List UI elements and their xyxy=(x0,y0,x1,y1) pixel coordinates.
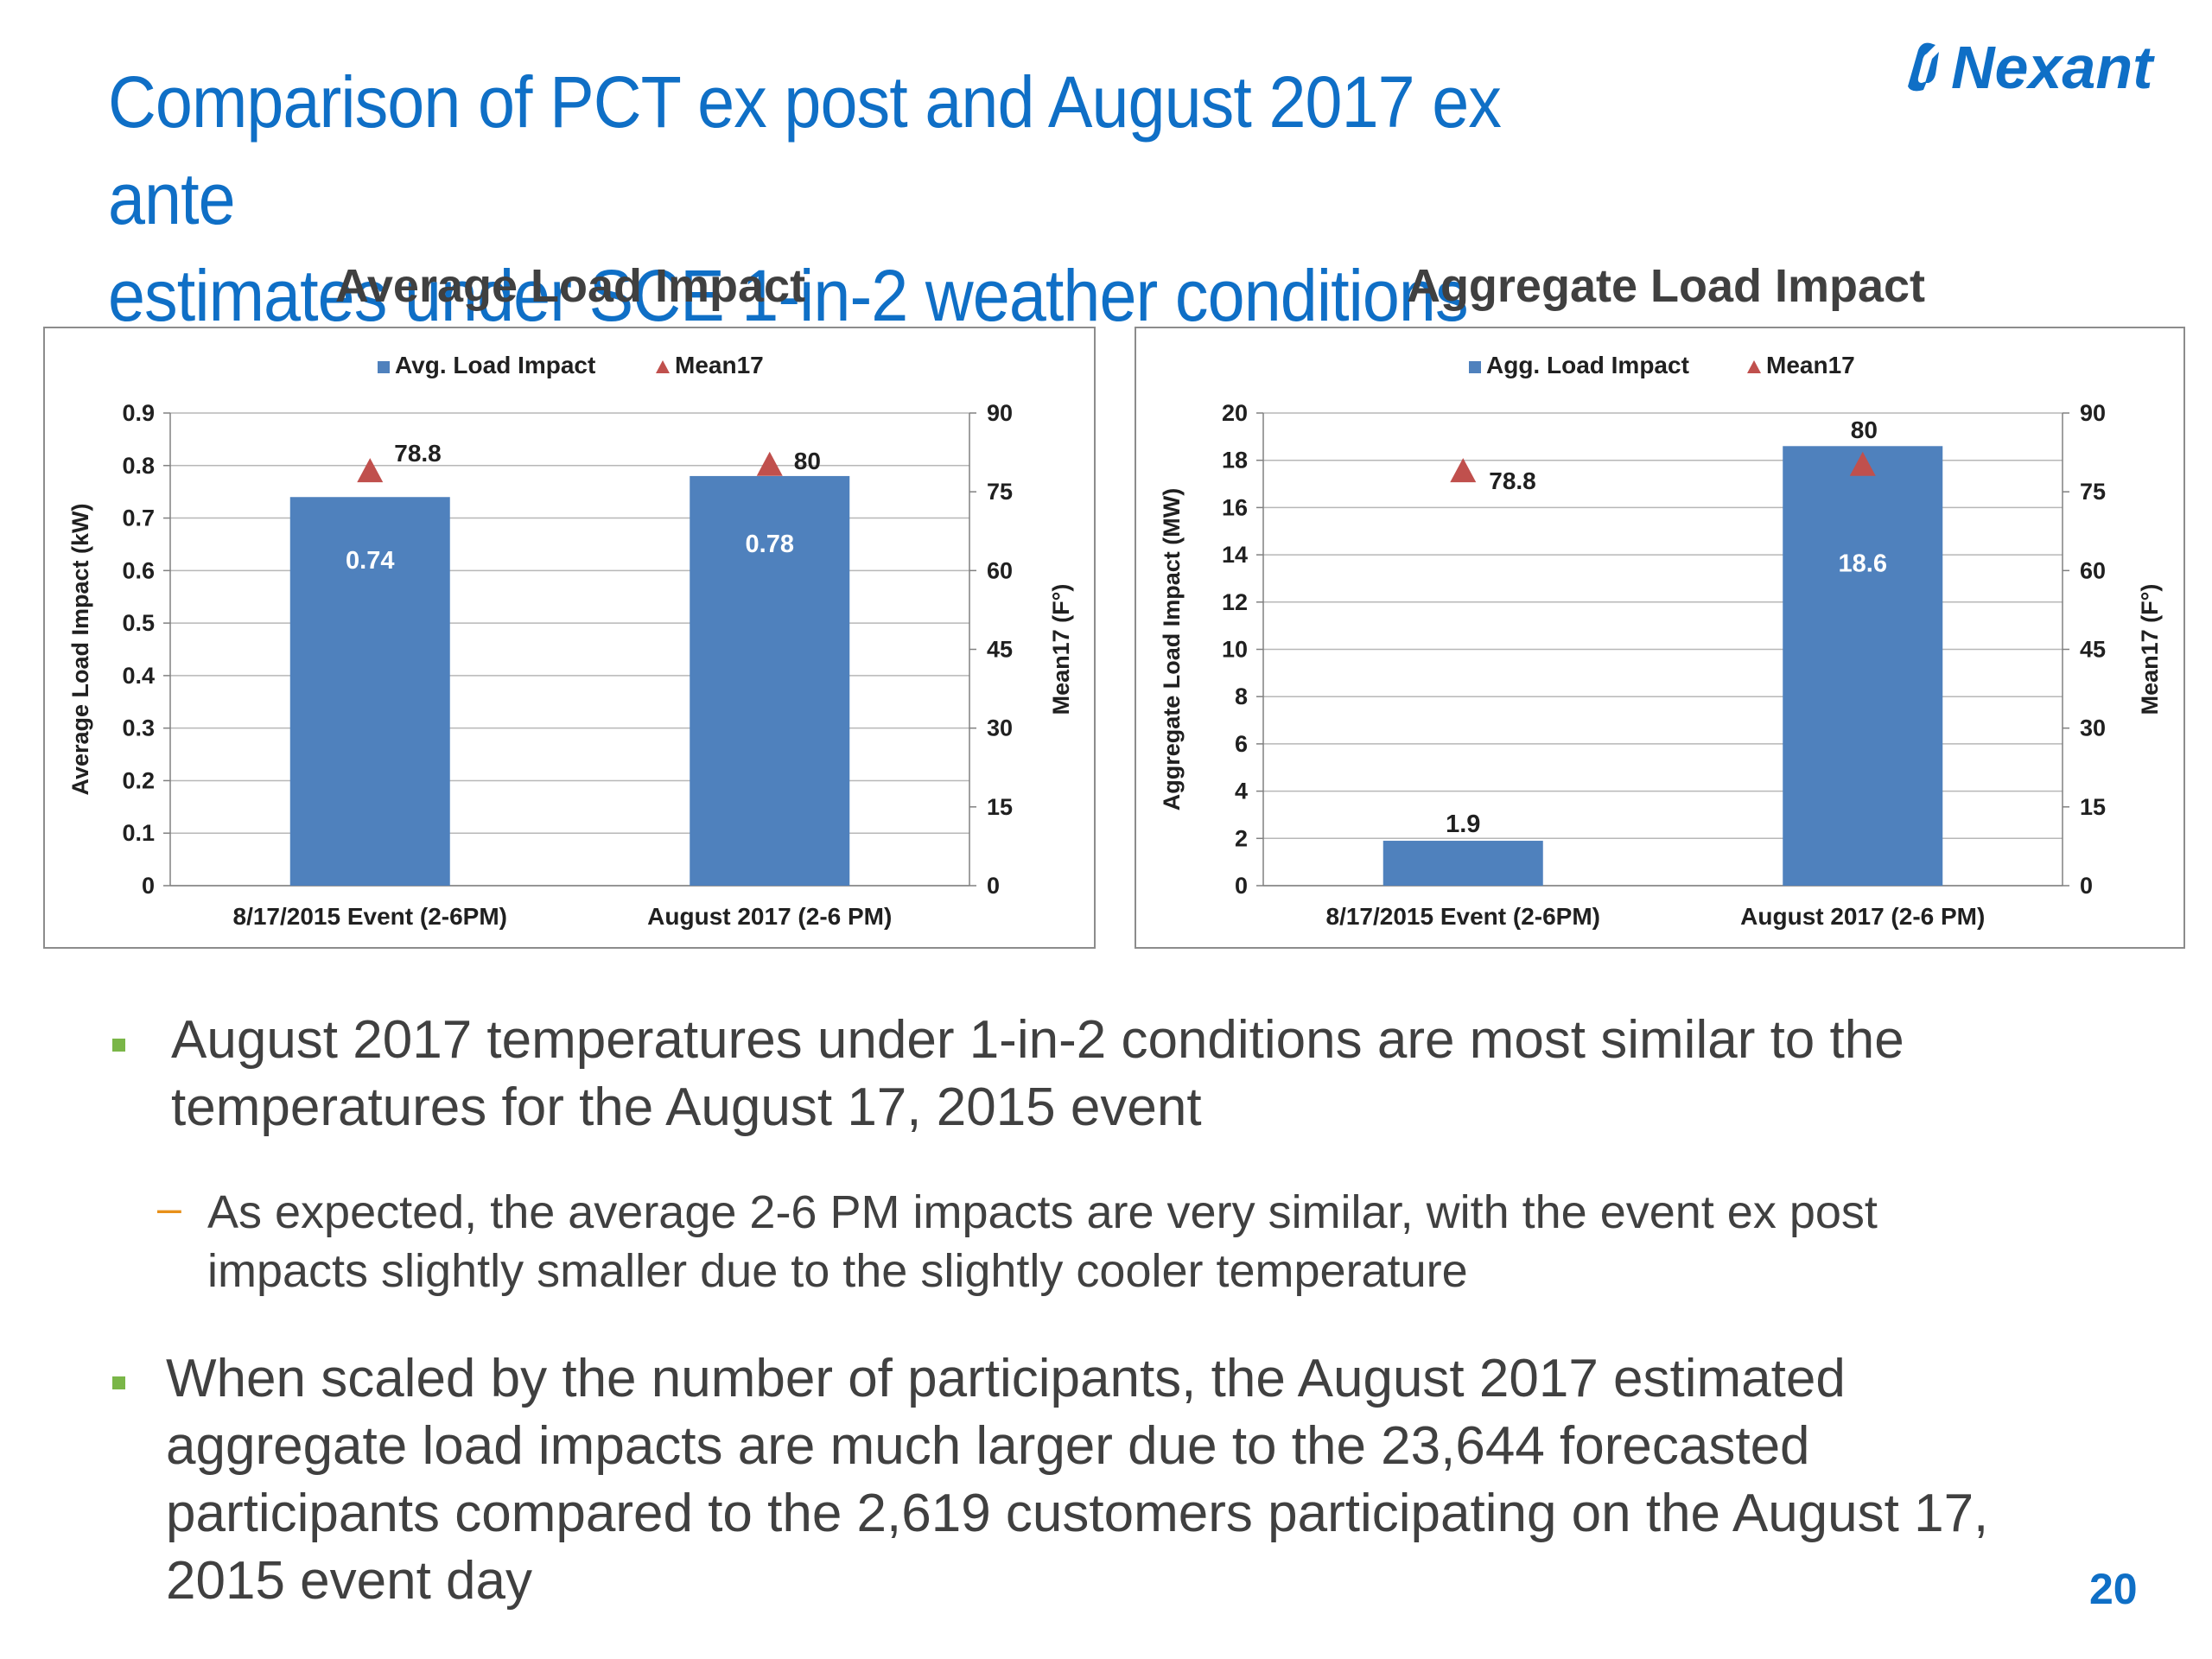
legend-swatch-bar xyxy=(1469,361,1481,373)
y-tick-label: 20 xyxy=(1222,400,1248,426)
bullet-1-line-2: temperatures for the August 17, 2015 eve… xyxy=(171,1077,1202,1137)
legend-swatch-marker xyxy=(1747,360,1761,373)
bullet-1: August 2017 temperatures under 1-in-2 co… xyxy=(171,1007,1904,1141)
y2-tick-label: 15 xyxy=(987,794,1013,820)
x-tick-label: 8/17/2015 Event (2-6PM) xyxy=(233,903,508,930)
mean17-marker xyxy=(1450,458,1477,483)
legend-label-marker: Mean17 xyxy=(1766,352,1855,378)
bar xyxy=(1783,446,1943,886)
bar-data-label: 0.74 xyxy=(346,547,394,575)
mean17-data-label: 80 xyxy=(1851,416,1878,443)
bar-data-label: 1.9 xyxy=(1446,810,1480,838)
nexant-logo-mark xyxy=(1908,42,1939,92)
sub-bullet-1-line-2: impacts slightly smaller due to the slig… xyxy=(207,1245,1468,1297)
bullet-2-line-3: participants compared to the 2,619 custo… xyxy=(166,1484,1989,1543)
slide-title: Comparison of PCT ex post and August 201… xyxy=(108,54,1618,344)
y-tick-label: 2 xyxy=(1235,825,1248,851)
y2-axis-title: Mean17 (F°) xyxy=(2137,584,2163,715)
y-tick-label: 4 xyxy=(1235,779,1248,804)
bar xyxy=(690,475,850,886)
sub-bullet-dash: – xyxy=(157,1184,181,1232)
y-tick-label: 10 xyxy=(1222,637,1248,663)
y2-tick-label: 90 xyxy=(987,400,1013,426)
y-tick-label: 0.7 xyxy=(122,505,155,531)
y-tick-label: 0.6 xyxy=(122,557,155,583)
bar xyxy=(1382,841,1543,886)
y2-tick-label: 30 xyxy=(987,715,1013,741)
legend-label-bar: Agg. Load Impact xyxy=(1486,352,1689,378)
x-tick-label: 8/17/2015 Event (2-6PM) xyxy=(1326,903,1601,930)
y-tick-label: 0.4 xyxy=(122,663,155,689)
y2-tick-label: 0 xyxy=(987,873,1000,899)
bullet-marker-1 xyxy=(112,1039,125,1052)
bar-data-label: 0.78 xyxy=(746,531,794,558)
y-tick-label: 18 xyxy=(1222,448,1248,474)
y2-tick-label: 45 xyxy=(987,637,1013,663)
nexant-logo: Nexant xyxy=(1908,34,2155,101)
x-tick-label: August 2017 (2-6 PM) xyxy=(1740,903,1985,930)
chart-2-svg: 0 2 4 6 8 10 12 14 16 18 20 0 15 30 45 60 75 90 8/17/2015 … xyxy=(1159,352,2163,930)
x-tick-label: August 2017 (2-6 PM) xyxy=(647,903,892,930)
y2-tick-label: 30 xyxy=(2080,715,2106,741)
y2-tick-label: 0 xyxy=(2080,873,2093,899)
y-axis-title: Average Load Impact (kW) xyxy=(67,503,93,795)
legend-swatch-bar xyxy=(378,361,390,373)
slide-title-line-1: Comparison of PCT ex post and August 201… xyxy=(108,61,1502,239)
bullet-2-line-4: 2015 event day xyxy=(166,1551,533,1611)
y2-tick-label: 60 xyxy=(2080,557,2106,583)
y-tick-label: 0.5 xyxy=(122,610,155,636)
legend-label-marker: Mean17 xyxy=(675,352,764,378)
mean17-marker xyxy=(756,451,783,476)
nexant-logo-text: Nexant xyxy=(1951,34,2155,101)
y-tick-label: 0.1 xyxy=(122,820,155,846)
chart-2-title: Aggregate Load Impact xyxy=(1406,260,1926,312)
chart-aggregate-load-impact: 0 2 4 6 8 10 12 14 16 18 20 0 15 30 45 60 75 90 8/17/2015 … xyxy=(1135,327,2185,949)
sub-bullet-1: As expected, the average 2-6 PM impacts … xyxy=(207,1183,1878,1300)
y-tick-label: 14 xyxy=(1222,542,1248,568)
bar-data-label: 18.6 xyxy=(1839,550,1887,577)
slide-title-line-2: estimates under SCE 1-in-2 weather condi… xyxy=(108,255,1469,336)
bullet-1-line-1: August 2017 temperatures under 1-in-2 co… xyxy=(171,1010,1904,1070)
y2-tick-label: 90 xyxy=(2080,400,2106,426)
y-tick-label: 0 xyxy=(1235,873,1248,899)
bullet-2: When scaled by the number of participant… xyxy=(166,1345,1988,1615)
y2-tick-label: 15 xyxy=(2080,794,2106,820)
chart-1-title: Average Load Impact xyxy=(334,260,806,312)
y-tick-label: 8 xyxy=(1235,683,1248,709)
chart-1-svg: 0 0.1 0.2 0.3 0.4 0.5 0.6 0.7 0.8 0.9 0 15 30 45 60 75 9… xyxy=(67,352,1074,930)
y-tick-label: 0.2 xyxy=(122,767,155,793)
y-tick-label: 16 xyxy=(1222,494,1248,520)
y2-tick-label: 45 xyxy=(2080,637,2106,663)
sub-bullet-1-line-1: As expected, the average 2-6 PM impacts … xyxy=(207,1186,1878,1238)
y2-tick-label: 75 xyxy=(987,479,1013,505)
bar xyxy=(289,497,450,886)
y-tick-label: 6 xyxy=(1235,731,1248,757)
mean17-marker xyxy=(357,458,384,483)
bullet-2-line-1: When scaled by the number of participant… xyxy=(166,1349,1846,1408)
y-axis-title: Aggregate Load Impact (MW) xyxy=(1159,488,1185,811)
y-tick-label: 12 xyxy=(1222,589,1248,615)
y2-axis-title: Mean17 (F°) xyxy=(1048,584,1074,715)
mean17-data-label: 78.8 xyxy=(1489,467,1536,494)
bullet-2-line-2: aggregate load impacts are much larger d… xyxy=(166,1416,1810,1476)
y-tick-label: 0 xyxy=(142,873,155,899)
mean17-data-label: 78.8 xyxy=(394,440,442,467)
y2-tick-label: 75 xyxy=(2080,479,2106,505)
y2-tick-label: 60 xyxy=(987,557,1013,583)
y-tick-label: 0.3 xyxy=(122,715,155,741)
y-tick-label: 0.9 xyxy=(122,400,155,426)
mean17-marker xyxy=(1849,451,1876,476)
y-tick-label: 0.8 xyxy=(122,453,155,479)
mean17-data-label: 80 xyxy=(794,448,821,474)
legend-swatch-marker xyxy=(656,360,670,373)
bullet-marker-2 xyxy=(112,1376,125,1389)
legend-label-bar: Avg. Load Impact xyxy=(395,352,595,378)
chart-average-load-impact: 0 0.1 0.2 0.3 0.4 0.5 0.6 0.7 0.8 0.9 0 15 30 45 60 75 9… xyxy=(43,327,1096,949)
page-number: 20 xyxy=(2089,1565,2138,1613)
